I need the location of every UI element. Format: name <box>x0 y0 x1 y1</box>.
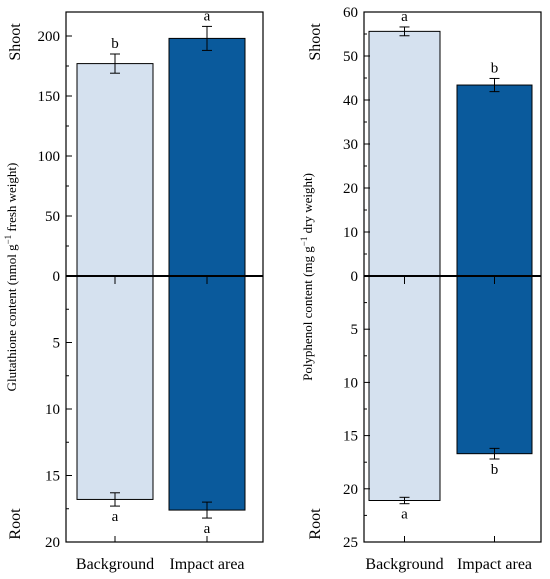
panel-2: a a b b 0 10 20 30 40 50 60 5 10 15 20 25 Background Impa… <box>299 5 542 573</box>
bar-shoot-1 <box>368 30 441 277</box>
y-tick-label-shoot: 40 <box>343 93 358 109</box>
x-category-label: Background <box>76 556 154 573</box>
x-category-label: Impact area <box>457 556 532 573</box>
y-tick-label-root: 10 <box>45 402 60 418</box>
y-tick-label-shoot: 20 <box>343 181 358 197</box>
y-tick-label-root: 15 <box>343 429 358 445</box>
bar-root-1 <box>76 275 154 500</box>
y-tick-label-root: 10 <box>343 375 358 391</box>
y-tick-label-root: 5 <box>53 336 61 352</box>
y-tick-label-shoot: 30 <box>343 137 358 153</box>
y-tick-label-shoot: 200 <box>38 29 61 45</box>
y-tick-label-root: 20 <box>343 482 358 498</box>
y-tick-label-root: 25 <box>343 535 358 551</box>
significance-letter-shoot: a <box>401 9 408 25</box>
significance-letter-root: b <box>491 462 499 478</box>
significance-letter-root: a <box>401 507 408 523</box>
bar-root-2 <box>168 275 246 511</box>
x-category-label: Background <box>365 556 443 573</box>
x-category-label: Impact area <box>169 556 244 573</box>
shoot-label: Shoot <box>7 23 24 61</box>
bar-root-2 <box>456 275 533 455</box>
y-tick-label-shoot: 10 <box>343 225 358 241</box>
significance-letter-root: a <box>112 509 119 525</box>
y-tick-label-shoot: 60 <box>343 5 358 21</box>
y-axis-title: Polyphenol content (mg g−1 dry weight) <box>299 173 315 381</box>
root-label: Root <box>7 508 24 540</box>
shoot-label: Shoot <box>307 23 324 61</box>
bar-shoot-2 <box>456 84 533 277</box>
y-tick-label-shoot: 50 <box>343 49 358 65</box>
y-tick-label-shoot: 150 <box>38 89 61 105</box>
y-tick-label-root: 15 <box>45 469 60 485</box>
root-label: Root <box>307 508 324 540</box>
y-tick-label-shoot: 100 <box>38 149 61 165</box>
y-tick-label-shoot: 50 <box>45 209 60 225</box>
y-tick-label-root: 5 <box>351 322 359 338</box>
y-tick-label-shoot: 0 <box>351 269 359 285</box>
significance-letter-shoot: a <box>204 8 211 24</box>
y-tick-label-shoot: 0 <box>53 269 61 285</box>
significance-letter-shoot: b <box>491 60 499 76</box>
y-axis-title: Glutathione content (nmol g−1 fresh weig… <box>3 163 19 392</box>
bar-root-1 <box>368 275 441 502</box>
significance-letter-shoot: b <box>111 36 119 52</box>
bar-shoot-2 <box>168 37 246 277</box>
significance-letter-root: a <box>204 521 211 537</box>
bar-shoot-1 <box>76 63 154 277</box>
panel-1: b a a a 0 50 100 150 200 5 10 15 20 Background Impact … <box>3 8 264 573</box>
y-tick-label-root: 20 <box>45 535 60 551</box>
